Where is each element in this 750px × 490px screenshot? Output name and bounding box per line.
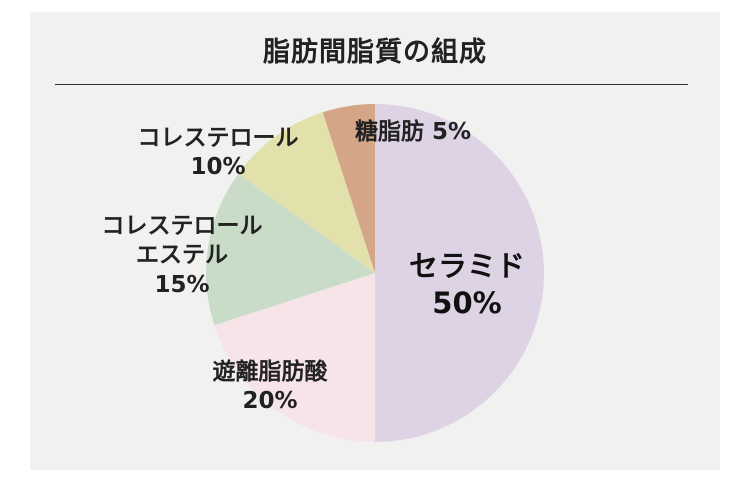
slice-name-and-value: 糖脂肪 5% <box>354 119 472 145</box>
pie-slice-0 <box>375 104 544 442</box>
pie-slice-3 <box>238 112 375 273</box>
slice-value: 10% <box>190 154 246 181</box>
slice-label-cholesterol: コレステロール 10% <box>118 124 318 183</box>
slice-value: 15% <box>154 271 210 298</box>
slice-name-line1: コレステロール <box>101 213 263 239</box>
slice-label-ceramide: セラミド 50% <box>392 248 542 322</box>
slice-name: コレステロール <box>137 125 299 151</box>
slice-value: 50% <box>432 286 502 321</box>
pie-slice-4 <box>322 104 375 273</box>
slice-label-glycolipid: 糖脂肪 5% <box>338 118 488 147</box>
slice-value: 20% <box>242 388 298 415</box>
pie-slice-1 <box>214 273 375 442</box>
slice-name: 遊離脂肪酸 <box>212 359 328 385</box>
slice-label-free-fatty-acid: 遊離脂肪酸 20% <box>185 358 355 417</box>
slice-name: セラミド <box>408 249 525 283</box>
chart-title: 脂肪間脂質の組成 <box>263 37 487 68</box>
pie-slice-2 <box>206 173 375 326</box>
title-divider <box>55 84 688 85</box>
slice-name-line2: エステル <box>136 242 228 269</box>
slice-label-cholesterol-ester: コレステロール エステル 15% <box>82 212 282 300</box>
